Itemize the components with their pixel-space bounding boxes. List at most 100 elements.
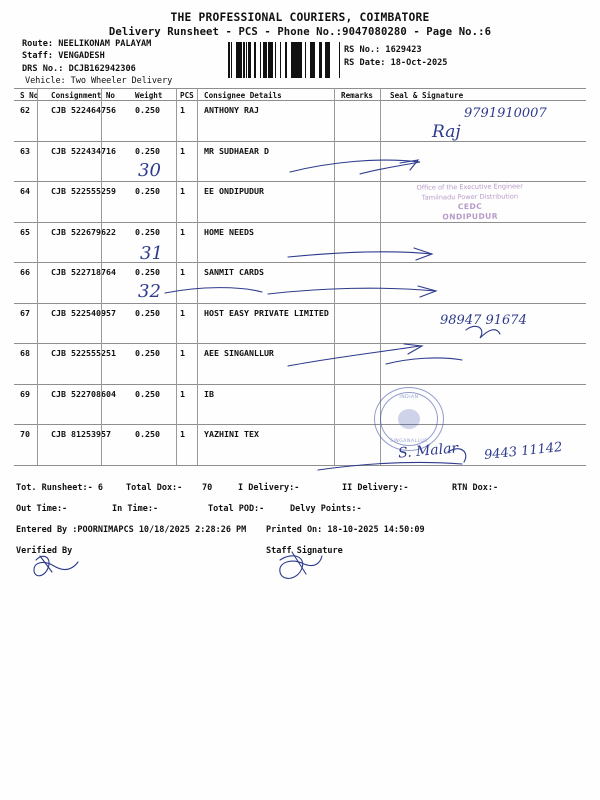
route-line: Route: NEELIKONAM PALAYAM: [22, 39, 152, 49]
barcode-image: [228, 42, 340, 78]
cell-weight: 0.250: [135, 186, 160, 196]
cell-consignment_no: CJB 522718764: [51, 267, 116, 277]
table-column-divider-3: [197, 88, 198, 465]
table-rule: [14, 464, 586, 466]
table-column-divider-5: [380, 88, 381, 465]
cell-consignment_no: CJB 522555259: [51, 186, 116, 196]
cell-consignee: ANTHONY RAJ: [204, 105, 259, 115]
cell-weight: 0.250: [135, 145, 160, 156]
rs-no-line: RS No.: 1629423: [344, 45, 422, 55]
column-header-seal-signature: Seal & Signature: [390, 91, 464, 100]
out-time: Out Time:-: [16, 504, 68, 514]
cell-pcs: 1: [180, 226, 185, 237]
hw-row66-qty: 32: [138, 281, 161, 302]
cell-consignment_no: CJB 81253957: [51, 429, 111, 439]
cell-sno: 68: [20, 348, 30, 358]
cell-sno: 67: [20, 307, 30, 318]
column-header-consignee-details: Consignee Details: [204, 91, 282, 100]
table-column-divider-0: [37, 88, 38, 465]
company-title: THE PROFESSIONAL COURIERS, COIMBATORE: [170, 11, 430, 24]
table-rule: [14, 88, 586, 89]
blue-round-stamp: INDIAN SINGANALLUR: [374, 387, 444, 451]
cell-consignee: EE ONDIPUDUR: [204, 186, 264, 196]
cell-sno: 70: [20, 429, 30, 439]
header-meta-right: RS No.: 1629423 RS Date: 18-Oct-2025: [344, 44, 447, 70]
i-delivery: I Delivery:-: [238, 483, 300, 493]
cell-consignee: MR SUDHAEAR D: [204, 145, 269, 156]
hw-row62-phone: 9791910007: [464, 106, 547, 121]
cell-pcs: 1: [180, 307, 185, 318]
cell-sno: 69: [20, 388, 30, 399]
staff-line: Staff: VENGADESH: [22, 51, 105, 62]
cell-consignee: SANMIT CARDS: [204, 267, 264, 277]
column-header-weight: Weight: [135, 91, 163, 100]
cell-weight: 0.250: [135, 226, 160, 237]
cell-weight: 0.250: [135, 348, 160, 358]
purple-stamp-line4: ONDIPUDUR: [442, 211, 499, 222]
table-rule: [14, 140, 586, 142]
hw-row70-phone: 9443 11142: [483, 439, 564, 464]
verified-by-label: Verified By: [16, 546, 73, 556]
runsheet-subtitle: Delivery Runsheet - PCS - Phone No.:9047…: [108, 26, 492, 38]
column-header-pcs: PCS: [180, 91, 194, 100]
cell-weight: 0.250: [135, 267, 160, 277]
cell-sno: 66: [20, 267, 30, 277]
drs-no-line: DRS No.: DCJB162942306: [22, 63, 136, 74]
hw-row63-qty: 30: [138, 160, 161, 181]
cell-pcs: 1: [180, 186, 185, 196]
table-column-divider-4: [334, 88, 335, 465]
cell-consignment_no: CJB 522434716: [51, 145, 116, 156]
cell-pcs: 1: [180, 267, 185, 277]
round-stamp-emblem: [398, 409, 420, 429]
cell-consignee: HOME NEEDS: [204, 226, 254, 237]
cell-sno: 63: [20, 145, 30, 156]
cell-weight: 0.250: [135, 307, 160, 318]
ii-delivery: II Delivery:-: [342, 483, 409, 493]
cell-consignee: HOST EASY PRIVATE LIMITED: [204, 307, 329, 318]
cell-pcs: 1: [180, 429, 185, 439]
cell-consignment_no: CJB 522679622: [51, 226, 116, 237]
purple-office-stamp: Office of the Executive Engineer Tamilna…: [386, 182, 555, 228]
entered-by: Entered By :POORNIMAPCS 10/18/2025 2:28:…: [16, 525, 247, 535]
cell-weight: 0.250: [135, 388, 160, 399]
round-stamp-top-text: INDIAN: [399, 395, 419, 400]
column-header-s-no: S No: [20, 91, 39, 100]
table-rule: [14, 343, 586, 344]
hw-row62-name: Raj: [432, 122, 461, 142]
cell-pcs: 1: [180, 105, 185, 115]
staff-signature-label: Staff Signature: [266, 546, 343, 556]
cell-consignee: IB: [204, 388, 214, 399]
cell-consignment_no: CJB 522464756: [51, 105, 116, 115]
cell-consignee: AEE SINGANLLUR: [204, 348, 274, 358]
column-header-remarks: Remarks: [341, 91, 374, 100]
cell-consignment_no: CJB 522708604: [51, 388, 116, 399]
hw-row67-phone: 98947 91674: [440, 313, 527, 328]
cell-pcs: 1: [180, 348, 185, 358]
total-dox-label: Total Dox:-: [126, 483, 183, 493]
header-meta-left: Route: NEELIKONAM PALAYAM Staff: VENGADE…: [22, 38, 172, 87]
table-column-divider-1: [101, 88, 102, 465]
cell-consignment_no: CJB 522540957: [51, 307, 116, 318]
cell-sno: 64: [20, 186, 30, 196]
hw-row65-qty: 31: [140, 243, 163, 264]
cell-sno: 62: [20, 105, 30, 115]
in-time: In Time:-: [112, 504, 159, 514]
round-stamp-bottom-text: SINGANALLUR: [390, 439, 428, 444]
column-header-consignment-no: Consignment No: [51, 91, 116, 100]
printed-on: Printed On: 18-10-2025 14:50:09: [266, 525, 425, 535]
table-rule: [14, 221, 586, 223]
cell-sno: 65: [20, 226, 30, 237]
vehicle-line: Vehicle: Two Wheeler Delivery: [25, 75, 173, 86]
cell-consignee: YAZHINI TEX: [204, 429, 259, 439]
cell-consignment_no: CJB 522555251: [51, 348, 116, 358]
cell-weight: 0.250: [135, 105, 160, 115]
table-rule: [14, 302, 586, 304]
tot-runsheet: Tot. Runsheet:- 6: [16, 483, 103, 493]
cell-pcs: 1: [180, 388, 185, 399]
delvy-points: Delvy Points:-: [290, 504, 362, 514]
table-rule: [14, 424, 586, 425]
cell-pcs: 1: [180, 145, 185, 156]
rtn-dox: RTN Dox:-: [452, 483, 499, 493]
